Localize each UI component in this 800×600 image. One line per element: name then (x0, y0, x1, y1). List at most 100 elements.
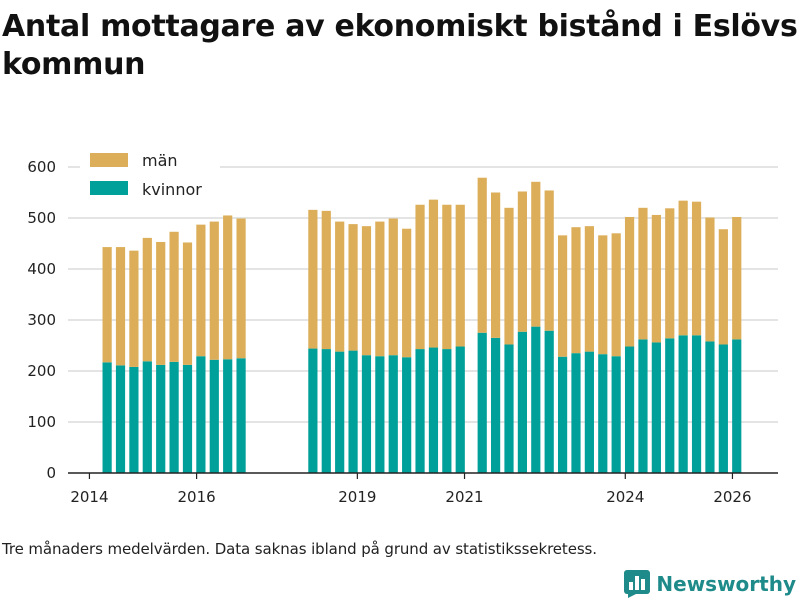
bar-kvinnor (428, 347, 439, 473)
bar-man (209, 221, 219, 360)
bar-kvinnor (361, 355, 372, 473)
bar-kvinnor (321, 349, 331, 473)
brand-name: Newsworthy (656, 572, 796, 596)
bar-kvinnor (584, 351, 594, 473)
x-axis-ticks: 2014 2016 2019 2021 2024 2026 (70, 473, 752, 506)
bar-kvinnor (571, 353, 581, 473)
bar-kvinnor (638, 339, 648, 473)
bar-man (598, 235, 608, 355)
bar-man (531, 181, 541, 327)
brand[interactable]: Newsworthy (624, 568, 796, 600)
bar-man (611, 233, 621, 357)
bar-man (718, 229, 728, 345)
bar-kvinnor (142, 361, 152, 473)
bar-man (442, 204, 452, 350)
bar-kvinnor (691, 335, 702, 473)
bar-man (361, 226, 372, 356)
bar-kvinnor (544, 330, 554, 473)
bar-kvinnor (115, 365, 126, 473)
bar-chart-logo-icon (624, 570, 651, 598)
bar-man (557, 235, 568, 357)
bar-man (504, 207, 514, 345)
bar-man (428, 199, 439, 348)
bar-man (415, 204, 425, 350)
bar-kvinnor (455, 346, 465, 473)
y-tick-label: 0 (46, 464, 56, 482)
bar-kvinnor (169, 361, 179, 473)
legend-swatch-man (90, 153, 128, 167)
bar-man (678, 200, 688, 336)
bar-kvinnor (665, 338, 675, 473)
bar-kvinnor (491, 337, 501, 473)
legend-label-man: män (142, 151, 178, 170)
bar-kvinnor (732, 339, 742, 473)
bar-man (169, 231, 179, 362)
bar-man (691, 201, 702, 336)
y-tick-label: 300 (27, 311, 56, 329)
bar-kvinnor (182, 364, 193, 473)
bar-man (732, 216, 742, 340)
bar-kvinnor (678, 335, 688, 473)
bar-man (665, 208, 675, 339)
x-tick-label: 2024 (606, 488, 644, 506)
bar-kvinnor (705, 341, 715, 473)
y-tick-label: 200 (27, 362, 56, 380)
x-tick-label: 2016 (178, 488, 216, 506)
bar-man (223, 215, 233, 360)
legend-label-kvinnor: kvinnor (142, 180, 202, 199)
bar-kvinnor (223, 359, 233, 473)
bar-man (102, 247, 112, 363)
bar-man (335, 221, 345, 352)
bar-man (182, 242, 193, 365)
bar-kvinnor (624, 346, 635, 473)
bar-kvinnor (415, 349, 425, 473)
bar-kvinnor (196, 356, 206, 473)
bar-man (142, 237, 152, 362)
stacked-bar-chart: 0 100 200 300 400 500 600 2014 2016 2019 2021 2024… (27, 148, 778, 506)
bar-kvinnor (531, 326, 541, 473)
bar-man (477, 177, 487, 333)
bar-man (388, 218, 398, 356)
bar-kvinnor (402, 357, 412, 473)
bar-man (375, 221, 385, 357)
bar-kvinnor (557, 356, 568, 473)
bar-man (196, 224, 206, 357)
bar-man (705, 217, 715, 342)
bar-kvinnor (504, 344, 514, 473)
x-tick-label: 2026 (713, 488, 751, 506)
bar-kvinnor (129, 366, 139, 473)
bar-man (638, 207, 648, 340)
bar-kvinnor (718, 344, 728, 473)
bar-kvinnor (335, 351, 345, 473)
legend-swatch-kvinnor (90, 181, 128, 195)
bar-man (491, 192, 501, 338)
bar-man (544, 190, 554, 331)
y-tick-label: 400 (27, 260, 56, 278)
bar-kvinnor (611, 356, 621, 473)
legend: män kvinnor (80, 148, 220, 206)
bar-man (308, 209, 318, 349)
x-tick-label: 2021 (445, 488, 483, 506)
bar-kvinnor (388, 355, 398, 473)
x-tick-label: 2014 (70, 488, 108, 506)
bar-kvinnor (102, 362, 112, 473)
bar-kvinnor (209, 359, 219, 473)
chart-title: Antal mottagare av ekonomiskt bistånd i … (2, 9, 798, 82)
y-axis-tick-labels: 0 100 200 300 400 500 600 (27, 158, 56, 482)
bar-man (402, 228, 412, 358)
bar-man (129, 250, 139, 367)
bar-kvinnor (517, 331, 527, 473)
y-tick-label: 600 (27, 158, 56, 176)
bar-man (455, 204, 465, 347)
y-tick-label: 500 (27, 209, 56, 227)
x-tick-label: 2019 (338, 488, 376, 506)
bar-man (321, 210, 331, 350)
bar-kvinnor (477, 332, 487, 473)
bar-man (651, 214, 661, 343)
bar-kvinnor (598, 354, 608, 473)
bar-man (624, 216, 635, 347)
bar-man (236, 218, 246, 359)
bar-kvinnor (236, 358, 246, 473)
bar-man (517, 191, 527, 332)
bar-kvinnor (442, 349, 452, 473)
